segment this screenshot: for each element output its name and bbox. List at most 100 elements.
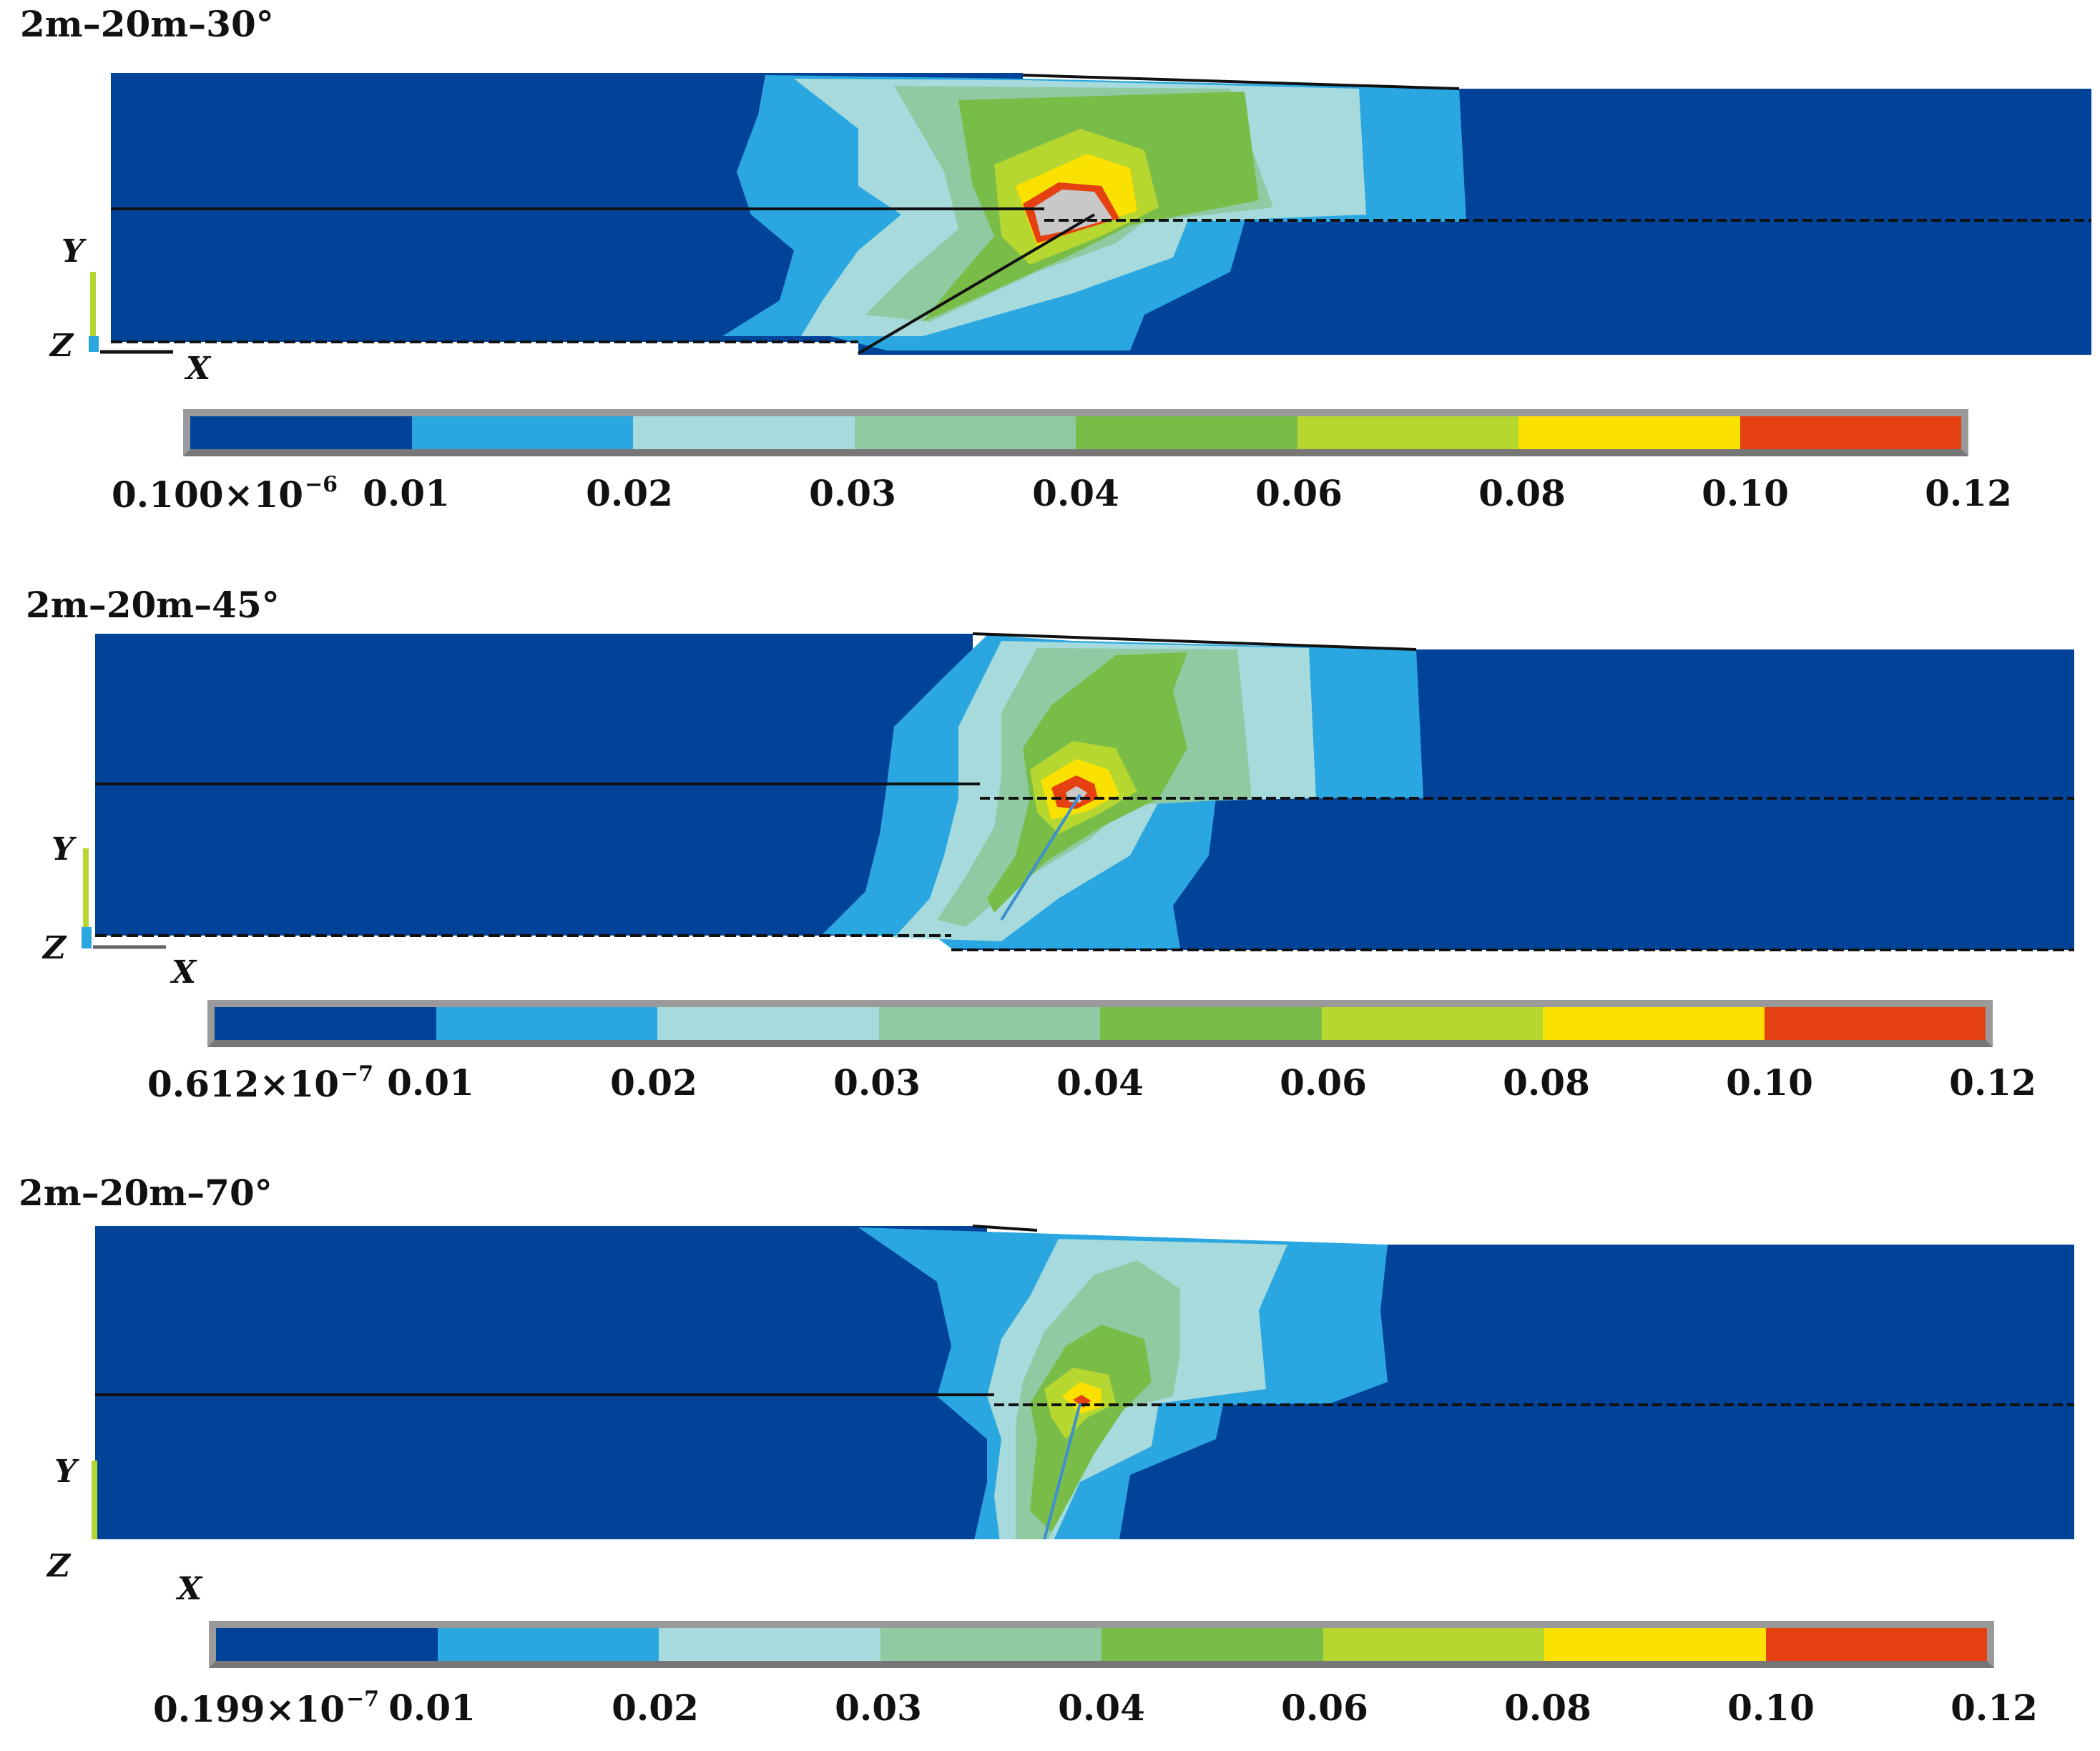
scale-min-exponent: −6 bbox=[305, 472, 338, 497]
upper-layer-left bbox=[95, 1226, 987, 1395]
scale-swatch-7 bbox=[1765, 1628, 1987, 1661]
contour-plot bbox=[92, 1225, 2074, 1539]
triad-y-stem bbox=[83, 848, 89, 934]
scale-tick-label: 0.06 bbox=[1255, 472, 1343, 514]
scale-tick-label: 0.02 bbox=[612, 1687, 699, 1729]
scale-swatch-3 bbox=[878, 1007, 1100, 1040]
scale-tick-label: 0.01 bbox=[363, 472, 450, 514]
scale-swatch-6 bbox=[1543, 1007, 1765, 1040]
axis-y-label: Y bbox=[51, 831, 74, 868]
axis-z-label: Z bbox=[47, 1548, 71, 1584]
scale-min-label: 0.612×10−7 bbox=[147, 1061, 373, 1105]
fault-lines bbox=[111, 74, 2091, 355]
panel-title: 2m–20m–45° bbox=[26, 584, 280, 626]
color-scale-bar bbox=[207, 1000, 1993, 1047]
axis-x-label: X bbox=[186, 350, 211, 387]
scale-swatch-3 bbox=[854, 416, 1076, 449]
scale-swatch-4 bbox=[1101, 1628, 1323, 1661]
axis-z-label: Z bbox=[50, 328, 74, 364]
contour-bands bbox=[823, 635, 1423, 948]
color-scale-bar bbox=[183, 409, 1968, 456]
scale-min-label: 0.199×10−7 bbox=[153, 1687, 379, 1730]
scale-tick-label: 0.02 bbox=[610, 1061, 697, 1104]
triad-origin bbox=[82, 927, 92, 948]
peak-zone bbox=[1034, 190, 1112, 236]
axis-triad bbox=[89, 272, 173, 354]
triad-y-stem bbox=[90, 272, 96, 350]
scale-swatch-1 bbox=[437, 1628, 659, 1661]
fault-lines bbox=[95, 1225, 2074, 1539]
scale-tick-label: 0.04 bbox=[1032, 472, 1119, 514]
scale-tick-label: 0.01 bbox=[387, 1061, 474, 1104]
scale-tick-label: 0.03 bbox=[833, 1061, 921, 1104]
scale-swatch-7 bbox=[1764, 1007, 1986, 1040]
scale-min-label: 0.100×10−6 bbox=[112, 472, 338, 516]
top-edge bbox=[972, 632, 1417, 651]
fault-lines bbox=[95, 632, 2074, 951]
scale-swatch-5 bbox=[1321, 1007, 1543, 1040]
axis-z-label: Z bbox=[43, 930, 67, 966]
scale-tick-label: 0.02 bbox=[586, 472, 673, 514]
contour-panel-70: 2m–20m–70° bbox=[0, 1167, 2100, 1751]
scale-tick-label: 0.10 bbox=[1726, 1061, 1813, 1104]
scale-swatch-5 bbox=[1323, 1628, 1544, 1661]
fault-trace bbox=[1000, 793, 1081, 921]
fault-trace bbox=[857, 213, 1096, 355]
top-edge bbox=[972, 1225, 1038, 1232]
upper-layer-left bbox=[95, 634, 973, 784]
triad-y-stem bbox=[92, 1461, 97, 1539]
lower-layer-left bbox=[95, 1395, 1027, 1539]
contour-bands bbox=[722, 75, 1466, 350]
scale-swatch-0 bbox=[216, 1628, 438, 1661]
scale-tick-label: 0.08 bbox=[1478, 472, 1566, 514]
axis-triad bbox=[82, 848, 166, 949]
scale-tick-label: 0.12 bbox=[1925, 472, 2012, 514]
scale-min-mantissa: 0.100×10 bbox=[112, 474, 304, 516]
scale-tick-label: 0.06 bbox=[1281, 1687, 1368, 1729]
axis-triad bbox=[92, 1461, 97, 1539]
scale-swatch-2 bbox=[633, 416, 855, 449]
scale-swatch-0 bbox=[215, 1007, 436, 1040]
triad-origin bbox=[89, 336, 99, 352]
scale-swatch-2 bbox=[657, 1007, 879, 1040]
scale-tick-label: 0.08 bbox=[1503, 1061, 1590, 1104]
axis-y-label: Y bbox=[62, 233, 84, 270]
scale-swatch-4 bbox=[1076, 416, 1297, 449]
contour-panel-30: 2m–20m–30° bbox=[0, 0, 2100, 584]
lower-layer-left bbox=[95, 784, 973, 936]
contour-plot bbox=[89, 73, 2091, 355]
scale-tick-label: 0.06 bbox=[1280, 1061, 1367, 1104]
lower-layer-right bbox=[987, 1405, 2074, 1539]
top-edge bbox=[1022, 74, 1460, 90]
scale-min-exponent: −7 bbox=[340, 1061, 374, 1087]
contour-plot bbox=[82, 632, 2074, 951]
scale-swatch-1 bbox=[436, 1007, 657, 1040]
scale-swatch-6 bbox=[1544, 1628, 1766, 1661]
scale-swatch-7 bbox=[1740, 416, 1961, 449]
axis-x-label: X bbox=[172, 954, 197, 991]
color-scale-bar bbox=[209, 1621, 1994, 1668]
scale-swatch-5 bbox=[1297, 416, 1518, 449]
panel-title: 2m–20m–30° bbox=[20, 3, 274, 45]
scale-tick-label: 0.03 bbox=[809, 472, 896, 514]
scale-swatch-3 bbox=[880, 1628, 1101, 1661]
scale-tick-label: 0.12 bbox=[1951, 1687, 2038, 1729]
panel-title: 2m–20m–70° bbox=[19, 1172, 273, 1214]
scale-min-mantissa: 0.199×10 bbox=[153, 1688, 345, 1730]
fault-trace bbox=[1043, 1403, 1081, 1539]
contour-bands bbox=[858, 1227, 1388, 1539]
scale-tick-label: 0.01 bbox=[388, 1687, 476, 1729]
scale-swatch-1 bbox=[411, 416, 633, 449]
scale-min-mantissa: 0.612×10 bbox=[147, 1063, 340, 1105]
axis-y-label: Y bbox=[54, 1453, 77, 1490]
scale-tick-label: 0.04 bbox=[1058, 1687, 1145, 1729]
scale-min-exponent: −7 bbox=[346, 1687, 380, 1712]
scale-tick-label: 0.03 bbox=[835, 1687, 922, 1729]
lower-layer-right bbox=[951, 798, 2074, 950]
scale-tick-label: 0.10 bbox=[1727, 1687, 1815, 1729]
scale-tick-label: 0.08 bbox=[1504, 1687, 1591, 1729]
scale-swatch-2 bbox=[659, 1628, 880, 1661]
scale-swatch-0 bbox=[190, 416, 412, 449]
scale-swatch-6 bbox=[1518, 416, 1740, 449]
contour-panel-45: 2m–20m–45° bbox=[0, 584, 2100, 1167]
